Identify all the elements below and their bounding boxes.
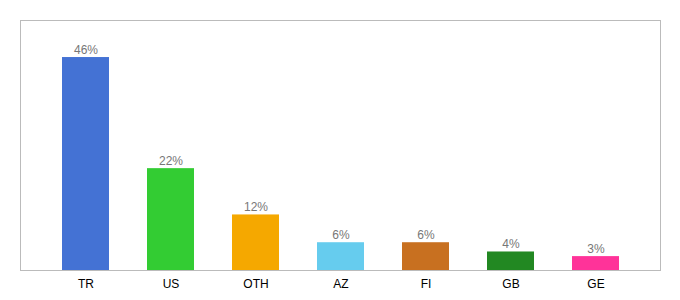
svg-text:TR: TR [78,277,94,291]
svg-text:4%: 4% [502,237,520,251]
svg-text:US: US [163,277,180,291]
svg-text:6%: 6% [417,228,435,242]
svg-text:12%: 12% [244,200,268,214]
svg-text:AZ: AZ [333,277,348,291]
svg-text:6%: 6% [332,228,350,242]
svg-text:GE: GE [587,277,604,291]
svg-text:OTH: OTH [243,277,268,291]
svg-text:FI: FI [421,277,432,291]
svg-text:22%: 22% [159,154,183,168]
svg-text:GB: GB [502,277,519,291]
svg-text:3%: 3% [587,242,605,256]
svg-text:46%: 46% [74,43,98,57]
